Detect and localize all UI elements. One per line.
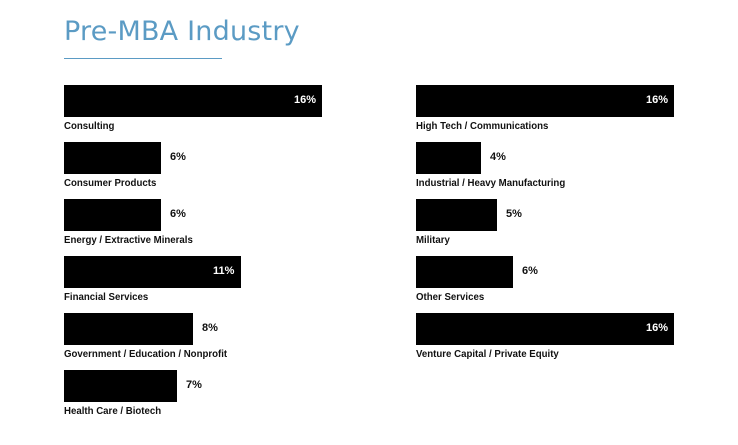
bar-consumer-products [64, 142, 161, 174]
bar-military [416, 199, 497, 231]
bar-government-education-nonprofit [64, 313, 193, 345]
bar-high-tech-communications [416, 85, 674, 117]
bar-industrial-heavy-manufacturing [416, 142, 481, 174]
category-label-high-tech-communications: High Tech / Communications [416, 120, 549, 132]
value-label-financial-services: 11% [213, 265, 235, 277]
category-label-military: Military [416, 234, 450, 246]
value-label-military: 5% [506, 208, 522, 220]
category-label-consulting: Consulting [64, 120, 115, 132]
category-label-energy-extractive-minerals: Energy / Extractive Minerals [64, 234, 193, 246]
value-label-industrial-heavy-manufacturing: 4% [490, 151, 506, 163]
value-label-health-care-biotech: 7% [186, 379, 202, 391]
category-label-consumer-products: Consumer Products [64, 177, 157, 189]
category-label-venture-capital-private-equity: Venture Capital / Private Equity [416, 348, 559, 360]
bar-consulting [64, 85, 322, 117]
bar-financial-services [64, 256, 241, 288]
bar-health-care-biotech [64, 370, 177, 402]
value-label-government-education-nonprofit: 8% [202, 322, 218, 334]
value-label-energy-extractive-minerals: 6% [170, 208, 186, 220]
value-label-consumer-products: 6% [170, 151, 186, 163]
category-label-other-services: Other Services [416, 291, 485, 303]
value-label-other-services: 6% [522, 265, 538, 277]
category-label-financial-services: Financial Services [64, 291, 149, 303]
chart-title: Pre-MBA Industry [64, 16, 300, 47]
value-label-consulting: 16% [294, 94, 317, 106]
category-label-industrial-heavy-manufacturing: Industrial / Heavy Manufacturing [416, 177, 566, 189]
category-label-government-education-nonprofit: Government / Education / Nonprofit [64, 348, 228, 360]
value-label-venture-capital-private-equity: 16% [646, 322, 669, 334]
category-label-health-care-biotech: Health Care / Biotech [64, 405, 162, 417]
bar-venture-capital-private-equity [416, 313, 674, 345]
bar-other-services [416, 256, 513, 288]
bar-energy-extractive-minerals [64, 199, 161, 231]
value-label-high-tech-communications: 16% [646, 94, 669, 106]
title-underline [64, 58, 222, 59]
